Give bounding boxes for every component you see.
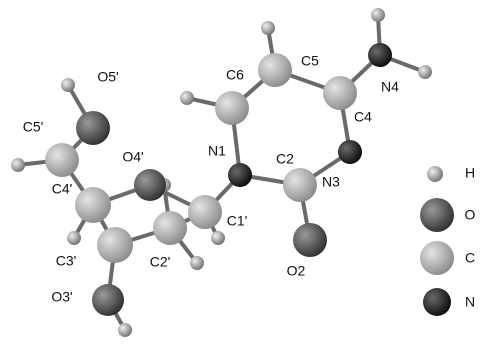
oxygen	[293, 223, 327, 257]
hydrogen	[261, 21, 275, 35]
nitrogen	[368, 43, 392, 67]
atom-label: O5'	[97, 69, 118, 85]
legend-swatch	[423, 288, 451, 316]
carbon	[215, 91, 249, 125]
nitrogen	[338, 140, 362, 164]
bonds	[16, 13, 427, 332]
carbon	[75, 187, 111, 223]
atom-label: C3'	[56, 253, 77, 269]
legend-label: N	[465, 294, 475, 310]
carbon	[188, 195, 222, 229]
atom-label: C4	[354, 109, 372, 125]
legend: H O C N	[420, 165, 476, 316]
hydrogen	[118, 323, 132, 337]
atom-label: C2'	[150, 254, 171, 270]
oxygen	[76, 111, 110, 145]
atoms	[11, 8, 432, 337]
atom-labels: O5' C5' O4' C4' C3' O3' C2' C1' N1 C2 O2…	[23, 53, 399, 305]
carbon	[45, 143, 79, 177]
legend-swatch	[420, 241, 454, 275]
carbon	[283, 168, 317, 202]
atom-label: N4	[381, 79, 399, 95]
hydrogen	[211, 231, 225, 245]
atom-label: C5'	[23, 119, 44, 135]
carbon	[258, 53, 292, 87]
carbon	[323, 76, 357, 110]
hydrogen	[418, 65, 432, 79]
atom-label: C4'	[52, 181, 73, 197]
atom-label: C2	[276, 151, 294, 167]
hydrogen	[190, 256, 204, 270]
atom-label: O3'	[51, 289, 72, 305]
hydrogen	[180, 91, 194, 105]
atom-label: O2	[287, 263, 306, 279]
carbon	[153, 211, 187, 245]
oxygen	[134, 169, 166, 201]
nitrogen	[228, 163, 252, 187]
carbon	[97, 227, 133, 263]
hydrogen	[11, 158, 25, 172]
legend-swatch	[427, 166, 443, 182]
hydrogen	[67, 231, 81, 245]
legend-swatch	[420, 198, 454, 232]
atom-label: C5	[301, 53, 319, 69]
hydrogen	[371, 8, 385, 22]
legend-label: H	[465, 165, 475, 181]
atom-label: C6	[226, 67, 244, 83]
atom-label: C1'	[227, 213, 248, 229]
legend-label: O	[465, 207, 476, 223]
hydrogen	[61, 78, 75, 92]
atom-label: N1	[208, 143, 226, 159]
oxygen	[92, 284, 124, 316]
atom-label: N3	[322, 174, 340, 190]
legend-label: C	[465, 250, 475, 266]
atom-label: O4'	[122, 149, 143, 165]
